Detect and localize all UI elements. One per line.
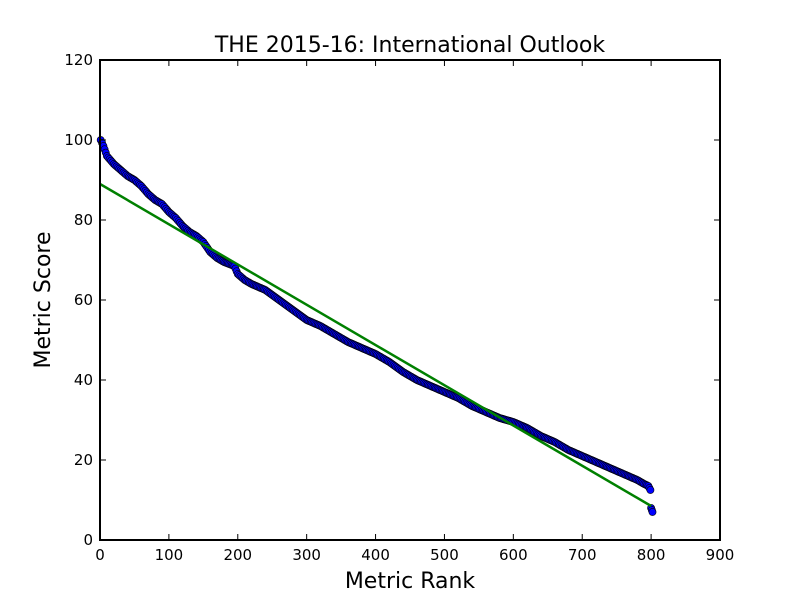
x-tick-label: 500 — [430, 546, 459, 564]
x-tick-label: 400 — [361, 546, 390, 564]
y-tick-label: 20 — [74, 451, 93, 469]
scatter-point — [646, 486, 655, 494]
y-axis: 0 20 40 60 80 100 120 — [64, 51, 720, 549]
y-tick-label: 120 — [64, 51, 93, 69]
x-axis: 0 100 200 300 400 500 600 700 800 900 — [95, 60, 734, 564]
y-axis-label: Metric Score — [31, 231, 56, 368]
x-tick-label: 100 — [155, 546, 184, 564]
plot-area — [96, 136, 657, 516]
x-tick-label: 700 — [568, 546, 597, 564]
x-tick-label: 0 — [95, 546, 105, 564]
fit-line — [99, 182, 652, 508]
y-tick-label: 40 — [74, 371, 93, 389]
scatter-point — [648, 508, 657, 516]
x-tick-label: 800 — [637, 546, 666, 564]
chart-title: THE 2015-16: International Outlook — [214, 33, 606, 58]
x-tick-label: 300 — [292, 546, 321, 564]
y-tick-label: 0 — [83, 531, 93, 549]
y-tick-label: 60 — [74, 291, 93, 309]
x-tick-label: 200 — [223, 546, 252, 564]
y-tick-label: 80 — [74, 211, 93, 229]
x-tick-label: 600 — [499, 546, 528, 564]
x-tick-label: 900 — [706, 546, 735, 564]
y-tick-label: 100 — [64, 131, 93, 149]
x-axis-label: Metric Rank — [345, 569, 476, 594]
